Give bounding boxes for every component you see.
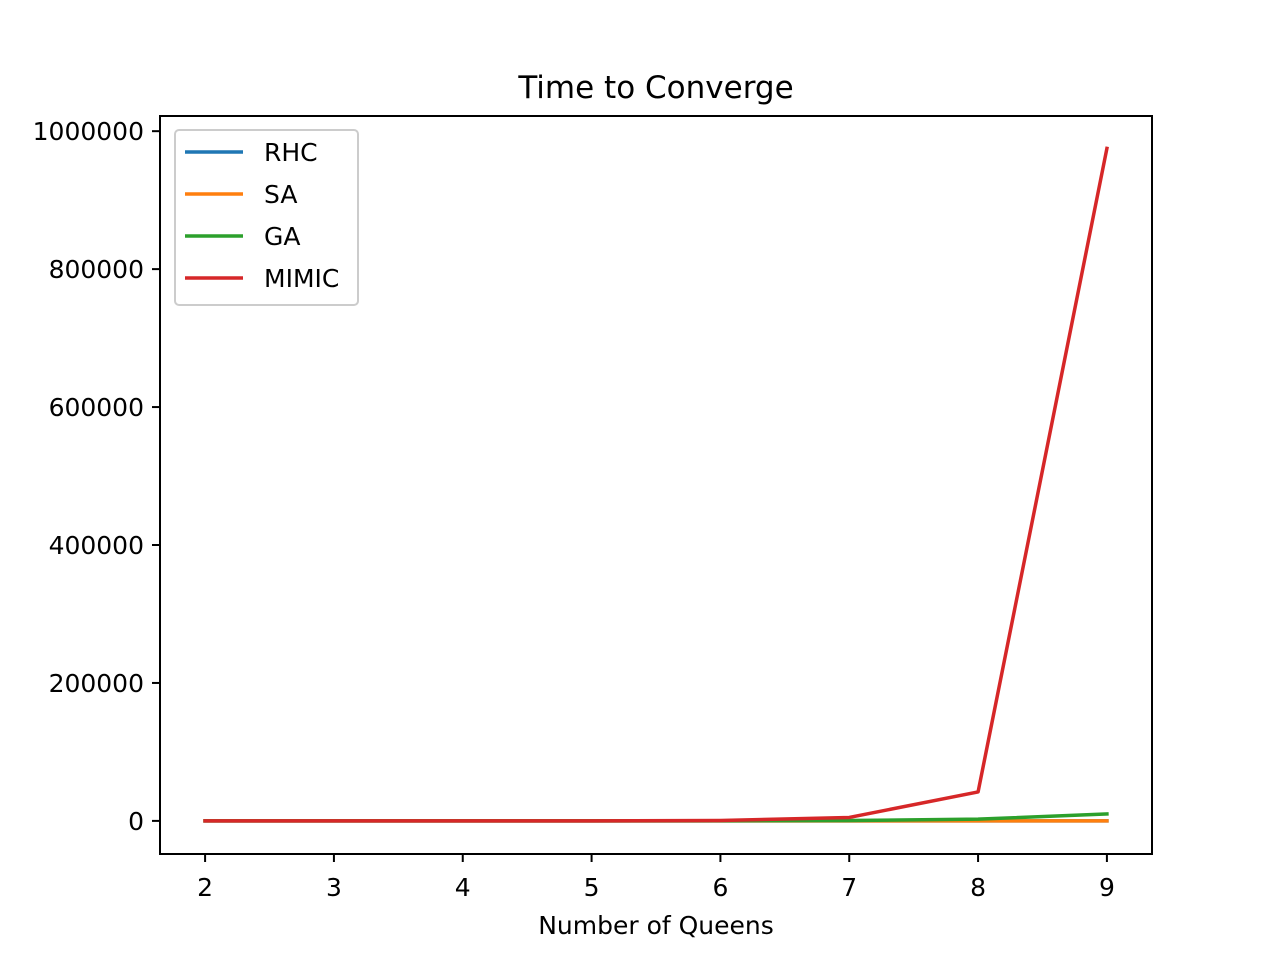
x-tick-label: 7 [841,873,857,902]
y-tick-label: 0 [128,807,144,836]
legend: RHC SA GA MIMIC [174,129,359,306]
x-tick-label: 6 [712,873,728,902]
y-tick-label: 600000 [49,393,144,422]
x-tick-label: 5 [584,873,600,902]
y-tick-label: 400000 [49,531,144,560]
plot-area [159,115,1153,855]
x-tick-label: 9 [1099,873,1115,902]
legend-label-sa: SA [264,180,297,209]
legend-label-ga: GA [264,222,300,251]
legend-box [174,129,359,306]
x-tick-label: 8 [970,873,986,902]
axes-frame [159,115,1153,855]
x-axis-label: Number of Queens [538,911,774,940]
x-axis: 2 3 4 5 6 7 8 9 [197,854,1115,902]
x-tick-label: 3 [326,873,342,902]
y-tick-label: 200000 [49,669,144,698]
legend-label-rhc: RHC [264,138,318,167]
y-axis: 0 200000 400000 600000 800000 1000000 [33,117,160,836]
series-line-mimic [203,146,1109,823]
y-tick-label: 800000 [49,255,144,284]
chart-title: Time to Converge [517,70,793,106]
x-tick-label: 2 [197,873,213,902]
series-layer [203,146,1109,823]
legend-entries: RHC SA GA MIMIC [185,138,339,293]
x-tick-label: 4 [455,873,471,902]
y-tick-label: 1000000 [33,117,144,146]
legend-label-mimic: MIMIC [264,264,339,293]
